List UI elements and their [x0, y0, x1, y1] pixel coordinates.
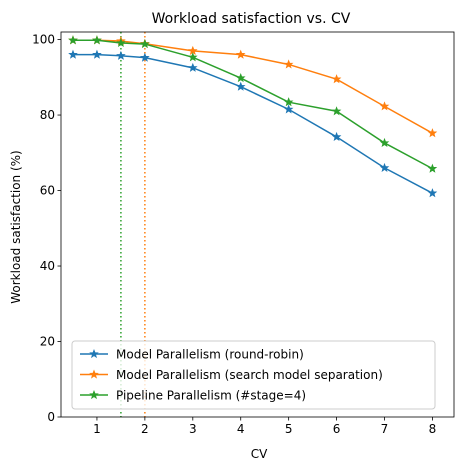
legend-entry-2: Pipeline Parallelism (#stage=4) — [80, 389, 306, 403]
x-axis-title: CV — [251, 447, 268, 461]
series-layer — [68, 35, 438, 198]
series-line-1 — [72, 39, 433, 134]
data-point — [427, 188, 438, 198]
x-tick-label: 5 — [285, 422, 293, 436]
y-axis-title: Workload satisfaction (%) — [9, 150, 23, 304]
legend-entry-1: Model Parallelism (search model separati… — [80, 368, 383, 382]
data-point — [427, 163, 438, 173]
data-point — [379, 162, 390, 172]
data-point — [188, 52, 198, 62]
x-tick-label: 3 — [189, 422, 197, 436]
x-tick-label: 2 — [141, 422, 149, 436]
data-point — [331, 131, 342, 142]
data-point — [331, 106, 342, 116]
legend-marker — [89, 369, 99, 379]
x-tick-label: 4 — [237, 422, 245, 436]
data-point — [331, 74, 342, 84]
data-point — [68, 49, 78, 59]
data-point — [92, 49, 102, 59]
x-tick-label: 8 — [429, 422, 437, 436]
data-point — [235, 81, 246, 91]
data-point — [116, 50, 126, 60]
legend-marker — [89, 389, 99, 400]
series-0 — [68, 49, 438, 198]
y-tick-label: 60 — [40, 184, 55, 198]
x-tick-label: 7 — [381, 422, 389, 436]
data-point — [283, 104, 294, 114]
plot-frame — [60, 31, 455, 418]
y-tick-label: 20 — [40, 335, 55, 349]
data-point — [379, 101, 390, 111]
data-point — [116, 37, 126, 48]
legend-label: Pipeline Parallelism (#stage=4) — [116, 389, 306, 403]
y-tick-label: 0 — [47, 410, 55, 424]
data-point — [283, 97, 294, 107]
legend-label: Model Parallelism (search model separati… — [116, 368, 383, 382]
data-point — [140, 39, 150, 49]
legend-box — [71, 340, 436, 410]
data-point — [235, 73, 246, 83]
chart-title: Workload satisfaction vs. CV — [152, 11, 351, 27]
series-line-2 — [72, 39, 433, 170]
data-point — [235, 49, 246, 59]
data-point — [283, 59, 294, 69]
series-line-0 — [72, 53, 433, 194]
y-tick-label: 80 — [40, 108, 55, 122]
legend-label: Model Parallelism (round-robin) — [116, 348, 304, 362]
legend-marker — [89, 348, 99, 359]
data-point — [92, 35, 102, 45]
legend-entry-0: Model Parallelism (round-robin) — [80, 348, 304, 362]
x-tick-label: 6 — [333, 422, 341, 436]
data-point — [188, 62, 198, 72]
y-tick-label: 100 — [32, 33, 55, 47]
y-tick-label: 40 — [40, 259, 55, 273]
data-point — [140, 52, 150, 62]
legend: Model Parallelism (round-robin) Model Par… — [71, 340, 436, 410]
series-2 — [68, 35, 438, 173]
data-point — [379, 137, 390, 148]
data-point — [68, 35, 78, 45]
x-tick-label: 1 — [93, 422, 101, 436]
data-point — [427, 128, 438, 138]
